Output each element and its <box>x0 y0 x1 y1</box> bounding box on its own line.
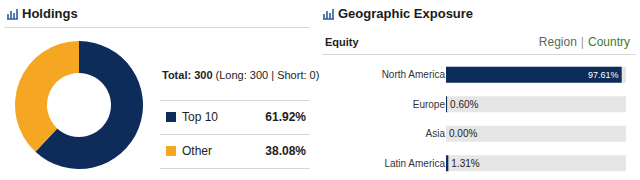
html-text:Geographic Exposure: Geographic Exposure <box>338 6 474 21</box>
html-text:Total: 300 (Long: 300 | Short:: Total: 300 (Long: 300 | Short: 0) <box>162 69 320 81</box>
html-text:Region | Country: Region | Country <box>538 35 630 49</box>
svg-text:97.61%: 97.61% <box>588 70 619 80</box>
html-text:38.08%: 38.08% <box>265 144 306 158</box>
html-text:Equity: Equity <box>325 36 359 48</box>
html-text:Top 10: Top 10 <box>182 110 218 124</box>
svg-text:0.60%: 0.60% <box>450 99 478 110</box>
svg-text:North America: North America <box>382 69 446 80</box>
svg-text:Europe: Europe <box>413 99 446 110</box>
html-text:Holdings: Holdings <box>22 6 78 21</box>
svg-text:Latin America: Latin America <box>384 158 445 169</box>
html-text:Other: Other <box>182 144 212 158</box>
svg-text:Asia: Asia <box>426 128 446 139</box>
svg-text:1.31%: 1.31% <box>451 158 479 169</box>
html-text:61.92%: 61.92% <box>265 110 306 124</box>
svg-text:0.00%: 0.00% <box>449 128 477 139</box>
